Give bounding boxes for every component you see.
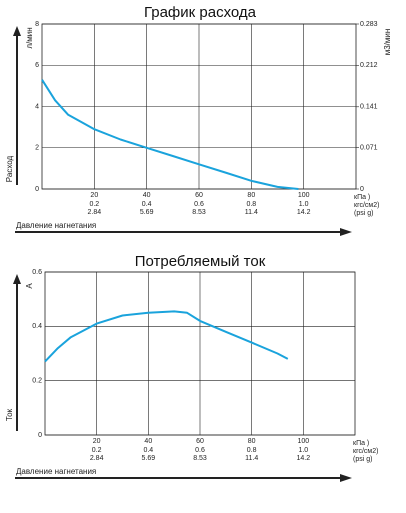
y-label: л/мин [25, 27, 34, 48]
x-tick-label: 80 [248, 438, 256, 445]
x-extra-tick-label: 0.6 [195, 447, 205, 454]
x-extra-tick-label: 1.0 [298, 447, 308, 454]
x-extra-tick-label: 14.2 [297, 455, 311, 462]
x-extra-tick-label: 1.0 [299, 201, 309, 208]
y2-label: м3/мин [383, 29, 392, 56]
x-unit: кПа ) [353, 440, 369, 447]
x-label: Давление нагнетания [16, 221, 96, 230]
x-tick-label: 100 [298, 192, 310, 199]
data-line [41, 79, 299, 190]
y2-tick-label: 0.071 [360, 144, 378, 151]
x-extra-tick-label: 0.6 [194, 201, 204, 208]
y-tick-label: 0.4 [32, 323, 42, 330]
chart-title: График расхода [144, 4, 257, 21]
x-extra-tick-label: 11.4 [245, 209, 258, 216]
x-extra-tick-label: 8.53 [193, 455, 207, 462]
x-extra-unit: кгс/см2) [353, 448, 378, 455]
y-axis-title: Ток [5, 408, 14, 421]
x-extra-tick-label: 8.53 [192, 209, 206, 216]
y2-tick-label: 0.283 [360, 21, 378, 28]
y-tick-label: 0 [35, 186, 39, 193]
x-extra-tick-label: 5.69 [140, 209, 154, 216]
x-extra-tick-label: 2.84 [88, 209, 102, 216]
y-axis-arrow [13, 26, 21, 185]
x-tick-label: 20 [93, 438, 101, 445]
y-tick-label: 0.2 [32, 378, 42, 385]
y-axis-title: Расход [5, 155, 14, 182]
y2-tick-label: 0 [360, 186, 364, 193]
x-extra-tick-label: 0.4 [142, 201, 152, 208]
x-tick-label: 20 [90, 192, 98, 199]
x-extra-unit: (psi g) [353, 456, 372, 463]
y-tick-label: 8 [35, 21, 39, 28]
x-extra-unit: кгс/см2) [354, 202, 379, 209]
x-unit: кПа ) [354, 194, 370, 201]
data-line [44, 310, 289, 363]
x-extra-tick-label: 0.8 [247, 447, 257, 454]
x-tick-label: 60 [195, 192, 203, 199]
y-tick-label: 0.6 [32, 269, 42, 276]
x-extra-tick-label: 0.4 [143, 447, 153, 454]
x-extra-tick-label: 0.2 [89, 201, 99, 208]
x-extra-unit: (psi g) [354, 210, 373, 217]
x-extra-tick-label: 14.2 [297, 209, 311, 216]
chart-title: Потребляемый ток [135, 253, 266, 270]
x-tick-label: 40 [144, 438, 152, 445]
y-tick-label: 4 [35, 103, 39, 110]
y2-tick-label: 0.141 [360, 104, 378, 111]
x-label: Давление нагнетания [16, 467, 96, 476]
x-extra-tick-label: 11.4 [245, 455, 258, 462]
x-extra-tick-label: 0.8 [246, 201, 256, 208]
y-tick-label: 0 [38, 432, 42, 439]
y-label: A [25, 283, 34, 289]
x-tick-label: 80 [247, 192, 255, 199]
x-axis-arrow [15, 228, 352, 236]
x-extra-tick-label: 0.2 [92, 447, 102, 454]
y-axis-arrow [13, 274, 21, 431]
y2-tick-label: 0.212 [360, 62, 378, 69]
x-extra-tick-label: 2.84 [90, 455, 104, 462]
x-axis-arrow [15, 474, 352, 482]
x-tick-label: 40 [143, 192, 151, 199]
y-tick-label: 2 [35, 145, 39, 152]
x-tick-label: 100 [297, 438, 309, 445]
x-tick-label: 60 [196, 438, 204, 445]
x-extra-tick-label: 5.69 [142, 455, 156, 462]
y-tick-label: 6 [35, 62, 39, 69]
